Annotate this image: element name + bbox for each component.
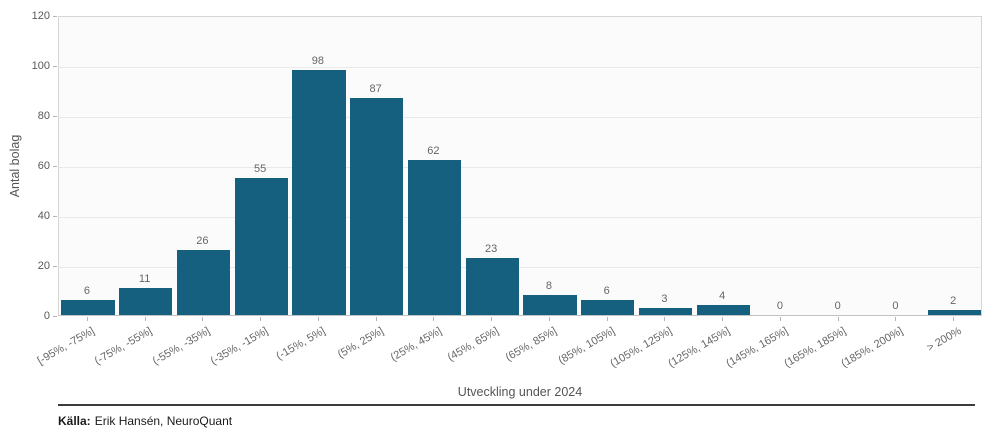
x-tick-label: (185%, 200%] bbox=[839, 325, 906, 370]
bar-value-label: 87 bbox=[369, 82, 382, 95]
bar bbox=[696, 305, 750, 315]
gridline bbox=[59, 217, 981, 218]
y-tick-mark bbox=[53, 116, 57, 117]
x-tick-label: (-35%, -15%] bbox=[208, 325, 271, 368]
bar-value-label: 4 bbox=[719, 290, 726, 302]
x-tick-label: [-95%, -75%] bbox=[35, 325, 97, 368]
x-tick-mark bbox=[86, 317, 88, 321]
x-tick-label: (105%, 125%] bbox=[608, 325, 675, 370]
x-axis-title: Utveckling under 2024 bbox=[457, 385, 583, 399]
x-tick-mark bbox=[317, 317, 319, 321]
x-tick-mark bbox=[144, 317, 146, 321]
x-tick-label: (125%, 145%] bbox=[666, 325, 733, 370]
y-tick-label: 120 bbox=[31, 10, 50, 22]
footer-divider bbox=[58, 404, 975, 406]
bar-value-label: 2 bbox=[950, 295, 957, 307]
x-tick-label: (85%, 105%] bbox=[556, 325, 617, 367]
x-tick-mark bbox=[375, 317, 377, 321]
bar-value-label: 6 bbox=[603, 285, 610, 297]
x-tick-mark bbox=[433, 317, 435, 321]
bar-value-label: 98 bbox=[311, 55, 324, 67]
x-tick-mark bbox=[202, 317, 204, 321]
x-tick-label: (-15%, 5%] bbox=[274, 325, 328, 363]
bar bbox=[292, 70, 346, 315]
x-tick-mark bbox=[722, 317, 724, 321]
y-tick-mark bbox=[53, 166, 57, 167]
x-tick-mark bbox=[895, 317, 897, 321]
x-tick-mark bbox=[491, 317, 493, 321]
y-tick-label: 100 bbox=[31, 60, 50, 72]
bar-value-label: 0 bbox=[834, 300, 841, 312]
plot-area bbox=[58, 16, 982, 316]
x-tick-mark bbox=[260, 317, 262, 321]
x-tick-label: (165%, 185%] bbox=[781, 325, 848, 370]
x-tick-label: (-75%, -55%] bbox=[93, 325, 155, 368]
bar-value-label: 62 bbox=[427, 145, 440, 157]
bar bbox=[638, 307, 692, 315]
bar bbox=[581, 300, 635, 315]
x-tick-label: (5%, 25%] bbox=[335, 325, 386, 361]
bar-value-label: 3 bbox=[661, 292, 668, 305]
y-tick-label: 60 bbox=[37, 160, 50, 172]
bar-value-label: 0 bbox=[776, 300, 783, 312]
source-line: Källa: Erik Hansén, NeuroQuant bbox=[58, 414, 232, 428]
x-tick-label: (65%, 85%] bbox=[503, 325, 559, 364]
x-tick-mark bbox=[606, 317, 608, 321]
bar bbox=[407, 160, 461, 315]
bar bbox=[927, 310, 981, 315]
source-text: Erik Hansén, NeuroQuant bbox=[94, 414, 233, 428]
source-label: Källa: bbox=[58, 414, 91, 428]
bar-value-label: 55 bbox=[254, 162, 267, 175]
y-tick-mark bbox=[53, 316, 57, 317]
x-tick-label: > 200% bbox=[924, 325, 964, 355]
bar-value-label: 23 bbox=[485, 242, 498, 255]
gridline bbox=[59, 167, 981, 168]
bar-value-label: 0 bbox=[892, 300, 899, 312]
x-tick-label: (25%, 45%] bbox=[388, 325, 444, 364]
y-tick-mark bbox=[53, 66, 57, 67]
x-tick-mark bbox=[664, 317, 666, 321]
y-tick-label: 0 bbox=[43, 310, 50, 322]
x-tick-label: (45%, 65%] bbox=[445, 325, 502, 364]
y-tick-mark bbox=[53, 266, 57, 267]
gridline bbox=[59, 117, 981, 118]
x-tick-mark bbox=[548, 317, 550, 321]
bar bbox=[119, 287, 173, 315]
bar bbox=[61, 300, 115, 315]
bar-value-label: 8 bbox=[545, 280, 552, 292]
y-tick-label: 40 bbox=[37, 210, 50, 222]
bar-value-label: 11 bbox=[138, 272, 151, 285]
bar bbox=[350, 97, 404, 315]
bar bbox=[465, 257, 519, 315]
y-tick-mark bbox=[53, 216, 57, 217]
x-tick-mark bbox=[779, 317, 781, 321]
bar-value-label: 6 bbox=[83, 285, 90, 297]
bar bbox=[523, 295, 577, 315]
gridline bbox=[59, 67, 981, 68]
y-tick-label: 80 bbox=[37, 110, 50, 122]
x-tick-label: (-55%, -35%] bbox=[150, 325, 213, 368]
x-tick-label: (145%, 165%] bbox=[724, 325, 790, 370]
bar-value-label: 26 bbox=[196, 235, 209, 247]
bar bbox=[176, 250, 230, 315]
gridline bbox=[59, 267, 981, 268]
y-tick-mark bbox=[53, 16, 57, 17]
bar bbox=[234, 177, 288, 315]
y-tick-label: 20 bbox=[37, 260, 50, 272]
x-tick-mark bbox=[837, 317, 839, 321]
x-tick-mark bbox=[953, 317, 955, 321]
